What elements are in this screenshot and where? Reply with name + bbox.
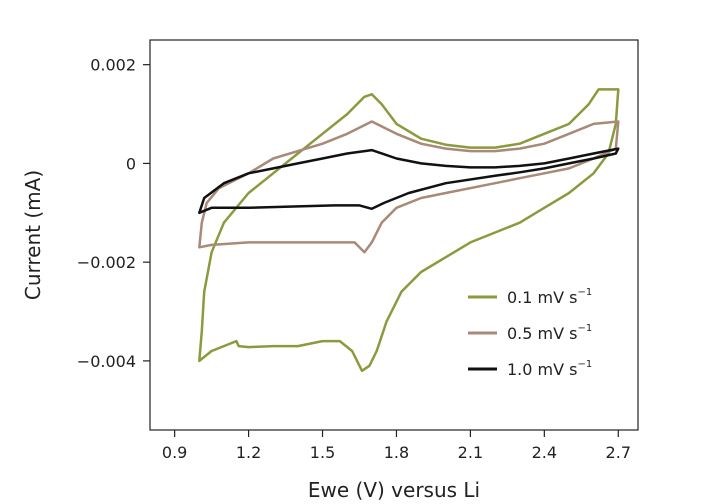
y-axis-title: Current (mA)	[21, 170, 45, 300]
x-tick-label-6: 2.7	[606, 443, 631, 462]
series-layer	[198, 88, 620, 373]
plot-frame	[149, 39, 639, 431]
x-tick-label-5: 2.4	[532, 443, 557, 462]
legend-label-2: 1.0 mV s−1	[507, 359, 592, 379]
y-tick-label-0: 0.002	[90, 56, 136, 75]
series-line-0	[198, 88, 620, 373]
y-tick-label-2: −0.002	[77, 253, 136, 272]
x-axis-ticks: 0.9 1.2 1.5 1.8 2.1 2.4 2.7	[162, 430, 631, 462]
x-tick-label-4: 2.1	[458, 443, 483, 462]
legend-label-1: 0.5 mV s−1	[507, 323, 592, 343]
y-tick-label-1: 0	[126, 154, 136, 173]
legend-unit-superscript-0: −1	[577, 287, 592, 298]
x-tick-label-2: 1.5	[310, 443, 335, 462]
legend-unit-superscript-2: −1	[577, 359, 592, 370]
series-line-1	[198, 120, 620, 254]
x-axis-title: Ewe (V) versus Li	[308, 478, 480, 502]
x-tick-label-1: 1.2	[236, 443, 261, 462]
x-tick-label-0: 0.9	[162, 443, 187, 462]
y-tick-label-3: −0.004	[77, 352, 136, 371]
legend-label-0: 0.1 mV s−1	[507, 287, 592, 307]
x-tick-label-3: 1.8	[384, 443, 409, 462]
series-line-2	[198, 147, 620, 215]
legend: 0.1 mV s−1 0.5 mV s−1 1.0 mV s−1	[468, 287, 592, 379]
legend-unit-superscript-1: −1	[577, 323, 592, 334]
y-axis-ticks: 0.002 0 −0.002 −0.004	[77, 56, 150, 371]
